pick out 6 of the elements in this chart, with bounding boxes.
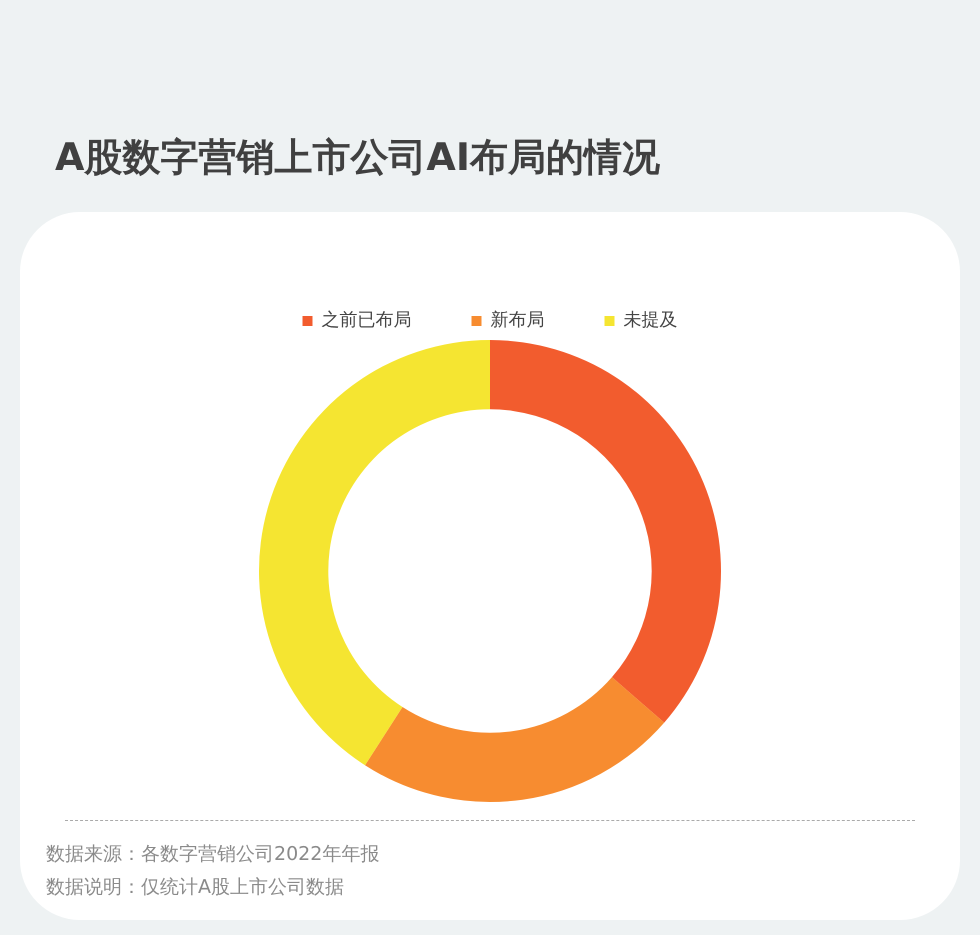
chart-title: A股数字营销上市公司AI布局的情况: [55, 134, 660, 181]
legend-label: 新布局: [490, 310, 544, 331]
source-note: 数据来源：各数字营销公司2022年年报: [46, 842, 380, 867]
legend-label: 之前已布局: [322, 310, 412, 331]
text: 数据说明：仅统计A股上市公司数据: [46, 875, 345, 900]
legend-label: 未提及: [624, 310, 678, 331]
